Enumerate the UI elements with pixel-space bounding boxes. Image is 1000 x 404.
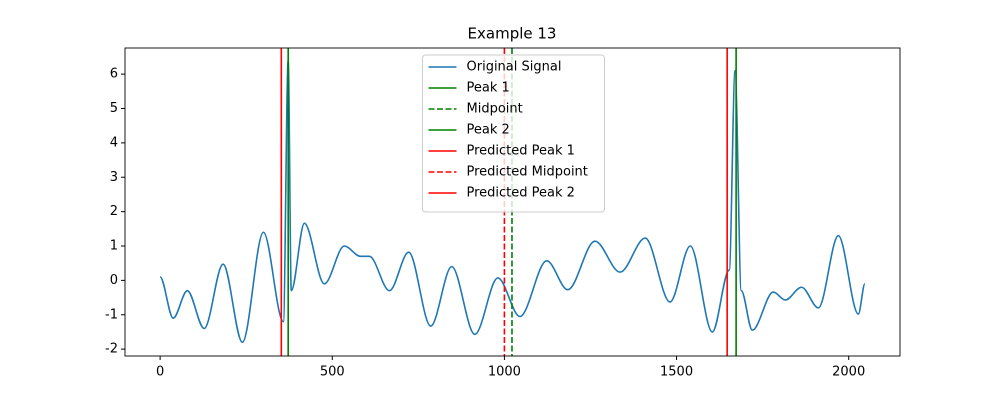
chart-title: Example 13 [468,25,557,43]
legend-box [422,54,605,213]
x-tick-label: 1500 [660,365,693,380]
legend-label: Original Signal [467,60,562,75]
legend-label: Peak 2 [467,123,510,138]
legend-label: Predicted Peak 1 [467,144,575,159]
y-tick-label: -2 [105,342,118,357]
x-tick-label: 0 [156,365,164,380]
y-tick-label: 4 [110,135,118,150]
legend-label: Midpoint [467,102,523,117]
legend-label: Predicted Midpoint [467,165,588,180]
y-tick-label: 6 [110,67,118,82]
axes-frame [124,47,901,357]
y-tick-label: 2 [110,204,118,219]
y-tick-label: -1 [105,307,118,322]
y-tick-label: 1 [110,239,118,254]
y-tick-label: 5 [110,101,118,116]
legend-label: Peak 1 [467,81,510,96]
x-tick-label: 2000 [832,365,865,380]
x-tick-label: 1000 [488,365,521,380]
legend-label: Predicted Peak 2 [467,186,575,201]
y-tick-label: 0 [110,273,118,288]
x-tick-label: 500 [320,365,345,380]
signal-line [159,59,866,344]
y-tick-label: 3 [110,170,118,185]
